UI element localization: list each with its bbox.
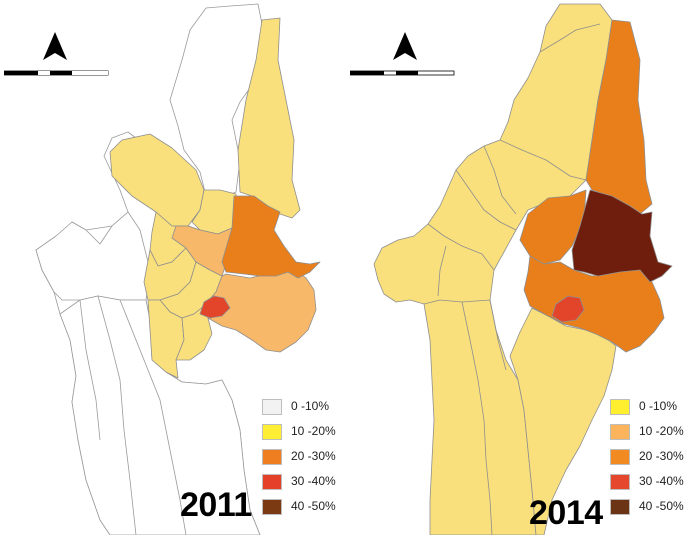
map-2014-boundary-9 — [437, 245, 447, 297]
year-label-2014: 2014 — [529, 494, 603, 532]
scale-bar-2011 — [4, 70, 109, 76]
year-label-2011: 2011 — [180, 486, 252, 524]
map-2011-district-red — [199, 295, 231, 319]
map-2014-boundary-5 — [461, 301, 493, 535]
legend-swatch — [610, 499, 630, 515]
legend-swatch — [610, 449, 630, 465]
map-2014-boundary-3 — [427, 223, 495, 271]
legend-swatch — [262, 474, 282, 490]
map-2011-outline-line3 — [79, 299, 101, 441]
map-2014-boundary-2 — [483, 145, 517, 215]
legend-label: 30 -40% — [639, 474, 684, 488]
legend-label: 40 -50% — [291, 499, 336, 513]
map-2014-district-dark-red — [571, 189, 673, 283]
map-2014-boundary-8 — [499, 139, 587, 181]
legend-swatch — [262, 399, 282, 415]
legend-swatch — [610, 424, 630, 440]
map-2011-district-northeast-strip — [237, 17, 301, 219]
map-2014-district-orange-south — [523, 255, 665, 353]
legend-swatch — [262, 449, 282, 465]
legend-label: 30 -40% — [291, 474, 336, 488]
map-2014-boundary-1 — [455, 169, 517, 231]
map-2014-district-orange-west — [519, 189, 587, 265]
map-2011-district-south-center — [175, 305, 213, 361]
legend-label: 20 -30% — [291, 449, 336, 463]
north-arrow-icon-2011 — [43, 32, 67, 60]
map-2014-boundary-6 — [489, 299, 507, 371]
legend-swatch — [610, 399, 630, 415]
map-2011-outline-south — [59, 295, 261, 535]
scale-bar-2014 — [350, 70, 455, 76]
map-2011-outline-west — [35, 211, 151, 301]
legend-label: 10 -20% — [639, 424, 684, 438]
legend-swatch — [262, 499, 282, 515]
legend-label: 0 -10% — [291, 399, 330, 413]
north-arrow-icon-2014 — [393, 32, 417, 60]
legend-label: 10 -20% — [291, 424, 336, 438]
legend-label: 0 -10% — [639, 399, 678, 413]
map-2011-outline-line2 — [119, 299, 187, 535]
legend-label: 40 -50% — [639, 499, 684, 513]
map-2014-boundary-4 — [423, 299, 491, 305]
map-2014-boundary-7 — [539, 23, 601, 53]
legend-swatch — [610, 474, 630, 490]
map-2011-district-orange-east — [221, 195, 321, 279]
map-2014-district-red — [551, 295, 585, 323]
map-2011-outline-line1 — [97, 295, 137, 535]
legend-swatch — [262, 424, 282, 440]
legend-label: 20 -30% — [639, 449, 684, 463]
